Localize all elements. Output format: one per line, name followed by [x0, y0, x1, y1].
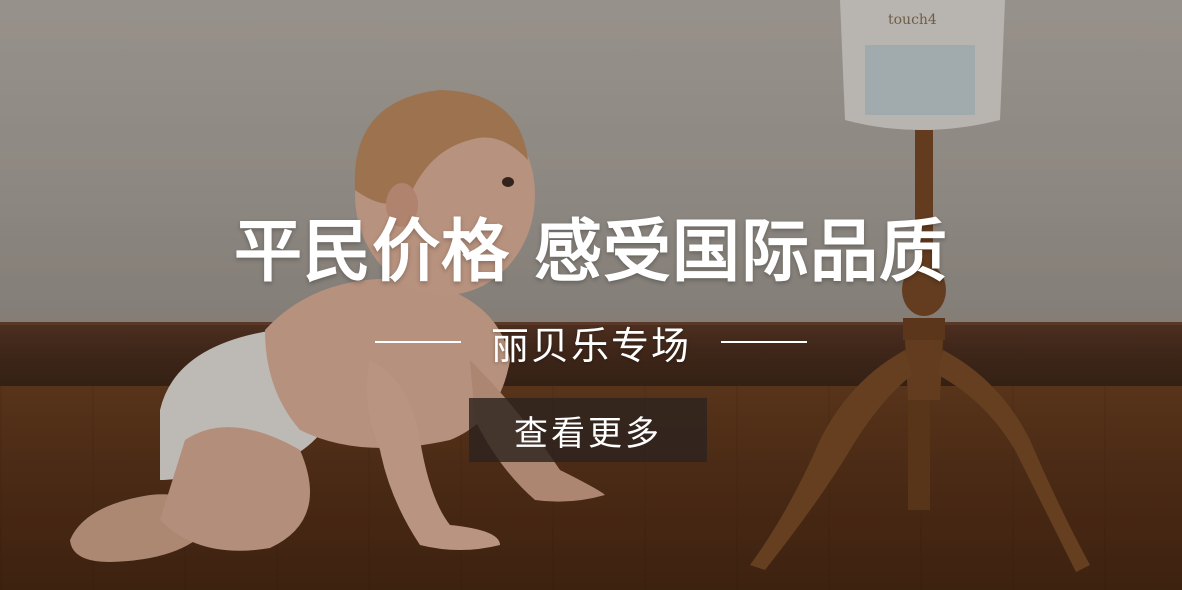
banner-headline: 平民价格 感受国际品质 — [0, 196, 1182, 295]
stand-lower-pole — [908, 400, 930, 510]
baby-hair — [354, 90, 528, 204]
stand-collar — [903, 318, 945, 340]
subtitle-row: 丽贝乐专场 — [0, 314, 1182, 370]
package-window — [865, 45, 975, 115]
stand-leg-left — [750, 350, 912, 570]
stand-body — [905, 340, 943, 400]
banner-subtitle: 丽贝乐专场 — [490, 323, 691, 368]
subtitle-rule-right — [721, 341, 807, 343]
package-brand-text: touch4 — [888, 12, 937, 28]
baby-thigh — [160, 427, 310, 551]
stand-pole — [915, 130, 933, 280]
baby-eye — [502, 177, 514, 187]
stand-knob — [902, 264, 946, 316]
headline-right: 感受国际品质 — [534, 213, 949, 292]
view-more-button[interactable]: 查看更多 — [469, 398, 707, 462]
subtitle-rule-left — [374, 341, 461, 343]
baby-ear — [386, 183, 418, 227]
stand-leg-right — [938, 350, 1090, 572]
baby-back-arm — [470, 360, 605, 502]
headline-left: 平民价格 — [233, 213, 510, 292]
baby-front-arm — [366, 360, 500, 550]
baby-torso — [265, 278, 510, 448]
